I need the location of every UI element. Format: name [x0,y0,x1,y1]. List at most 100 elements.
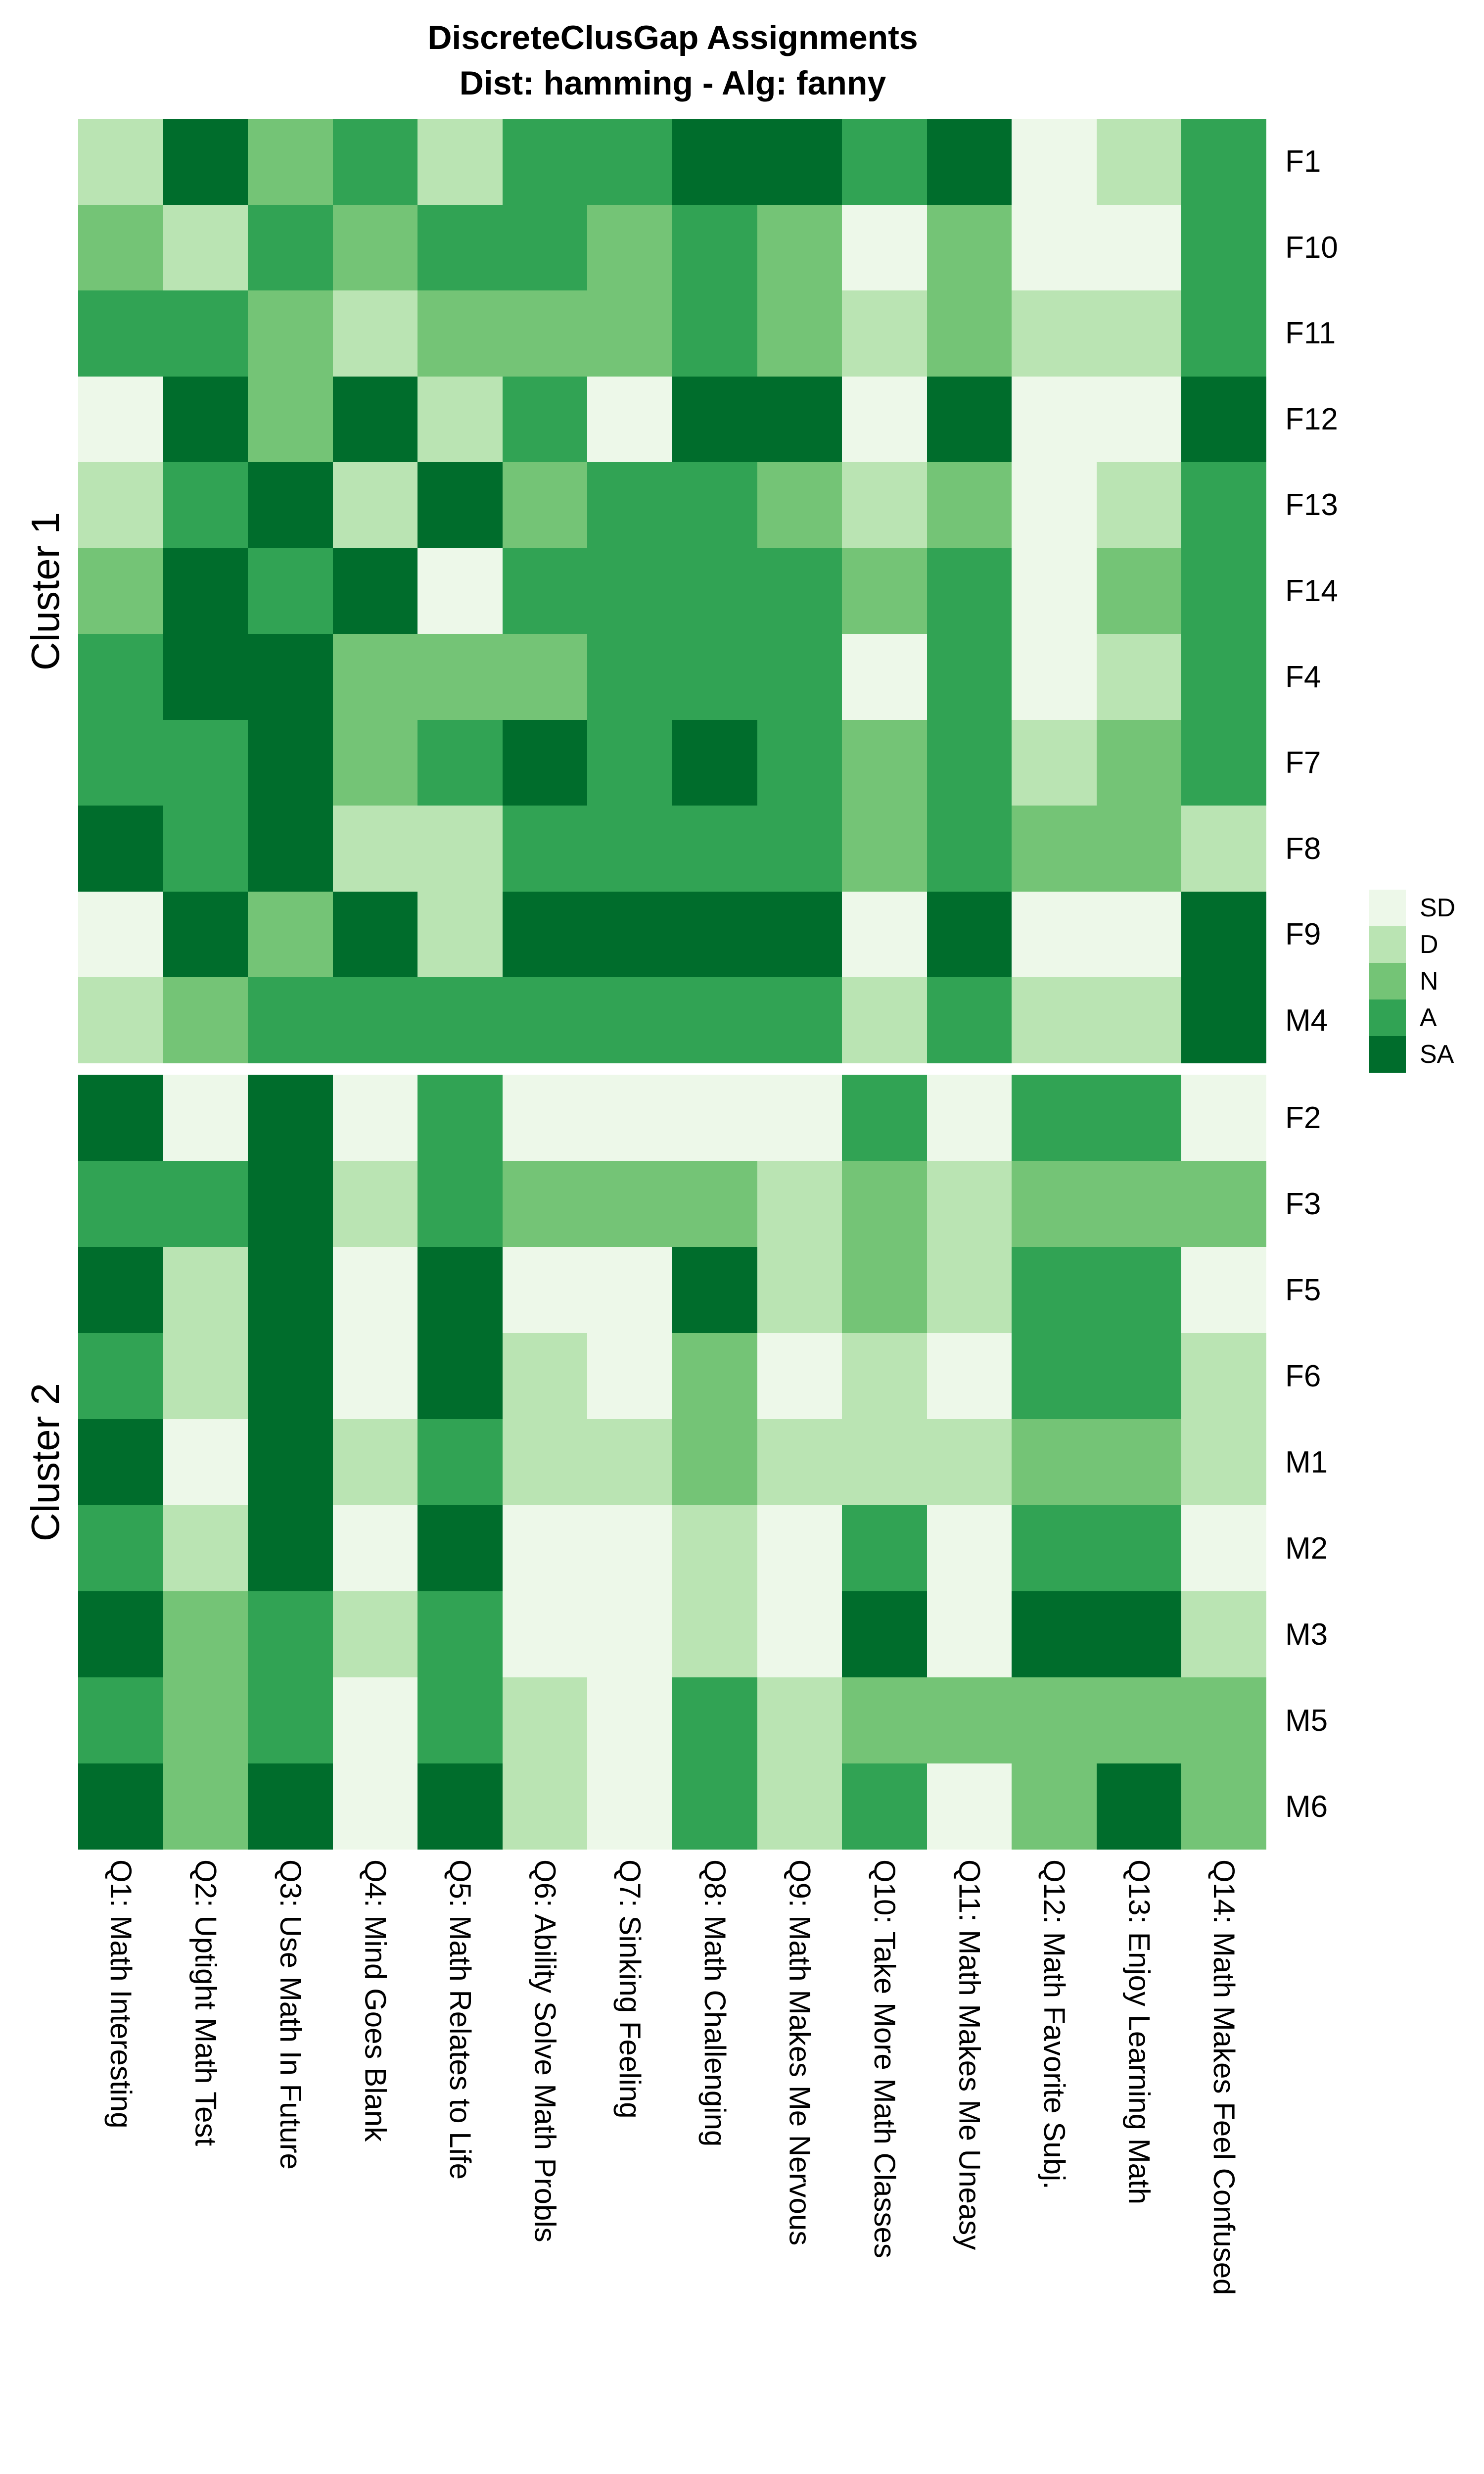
heatmap-cell [1012,1419,1097,1505]
row-label-f9: F9 [1285,917,1321,952]
column-label-q14: Q14: Math Makes Feel Confused [1207,1859,1241,2295]
heatmap-cell [1181,1247,1266,1333]
heatmap-cell [502,1763,588,1850]
row-label-f3: F3 [1285,1187,1321,1221]
heatmap-cell [248,1591,333,1677]
heatmap-cell [78,719,163,806]
heatmap-cell [163,548,248,634]
heatmap-cell [1012,977,1097,1063]
column-label-q1: Q1: Math Interesting [104,1859,138,2129]
column-label-q6: Q6: Ability Solve Math Probls [528,1859,562,2242]
heatmap-cell [672,1333,757,1419]
heatmap-cell [672,977,757,1063]
heatmap-cell [502,977,588,1063]
heatmap-cell [163,1505,248,1591]
heatmap-cell [502,891,588,978]
heatmap-cell [332,1677,418,1763]
heatmap-cell [587,1505,672,1591]
heatmap-cell [163,1677,248,1763]
heatmap-cell [332,1419,418,1505]
heatmap-cell [587,1247,672,1333]
heatmap-cell [757,1505,842,1591]
heatmap-cell [672,1075,757,1161]
heatmap-cell [332,977,418,1063]
heatmap-cell [417,1505,503,1591]
heatmap-cell [1181,1677,1266,1763]
heatmap-cell [927,1677,1012,1763]
legend: SD D N A SA [1369,890,1455,1073]
heatmap-cell [1181,719,1266,806]
heatmap-cell [587,634,672,720]
heatmap-cell [757,1333,842,1419]
column-label-q2: Q2: Uptight Math Test [189,1859,223,2146]
row-label-m5: M5 [1285,1703,1328,1738]
heatmap-cell [1181,1591,1266,1677]
heatmap-cell [332,119,418,205]
heatmap-cell [927,462,1012,548]
heatmap-cell [248,634,333,720]
heatmap-cell [1181,548,1266,634]
heatmap-cell [587,1763,672,1850]
legend-swatch-sd [1369,890,1406,926]
heatmap-cell [248,719,333,806]
heatmap-cell [417,376,503,463]
heatmap-cell [672,719,757,806]
legend-label-d: D [1420,930,1438,959]
heatmap-cell [163,1591,248,1677]
heatmap-cell [757,1075,842,1161]
row-label-f6: F6 [1285,1359,1321,1393]
heatmap-cell [1096,1677,1182,1763]
heatmap-cell [587,462,672,548]
heatmap-cell [927,1763,1012,1850]
heatmap-cell [927,376,1012,463]
heatmap-cell [927,204,1012,291]
heatmap-cell [1181,977,1266,1063]
heatmap-cell [332,1333,418,1419]
heatmap-cell [842,634,927,720]
heatmap-cell [78,1419,163,1505]
heatmap-cell [1181,1161,1266,1247]
heatmap-cell [248,1161,333,1247]
heatmap-cell [417,1763,503,1850]
heatmap-cell [1096,1505,1182,1591]
legend-swatch-a [1369,999,1406,1036]
heatmap-cell [1012,806,1097,892]
legend-swatch-d [1369,926,1406,963]
row-label-m4: M4 [1285,1003,1328,1038]
heatmap-cell [417,462,503,548]
heatmap-cell [1181,1505,1266,1591]
heatmap-cell [332,806,418,892]
heatmap-cell [1181,1763,1266,1850]
heatmap-cell [587,119,672,205]
heatmap-cell [248,1419,333,1505]
heatmap-cell [417,548,503,634]
heatmap-cell [332,1591,418,1677]
heatmap-cell [672,290,757,377]
heatmap-cell [1181,1333,1266,1419]
heatmap-cell [587,290,672,377]
heatmap-cell [78,1763,163,1850]
heatmap-cell [332,290,418,377]
heatmap-cell [78,376,163,463]
heatmap-cell [248,462,333,548]
heatmap-cell [927,1505,1012,1591]
heatmap-cell [1012,119,1097,205]
heatmap-cell [163,891,248,978]
column-label-q8: Q8: Math Challenging [698,1859,732,2147]
heatmap-cell [502,1591,588,1677]
heatmap-cell [248,1247,333,1333]
heatmap-cell [757,204,842,291]
row-label-f4: F4 [1285,660,1321,694]
heatmap-cell [1181,204,1266,291]
heatmap-cell [1096,977,1182,1063]
heatmap-cell [248,1505,333,1591]
heatmap-cell [417,119,503,205]
heatmap-cell [502,1075,588,1161]
heatmap-cell [332,634,418,720]
heatmap-cell [78,1677,163,1763]
heatmap-cell [163,1419,248,1505]
heatmap-cell [417,290,503,377]
cluster2-label: Cluster 2 [23,1382,67,1542]
chart-title: DiscreteClusGap Assignments [427,19,918,56]
legend-label-sd: SD [1420,894,1456,922]
